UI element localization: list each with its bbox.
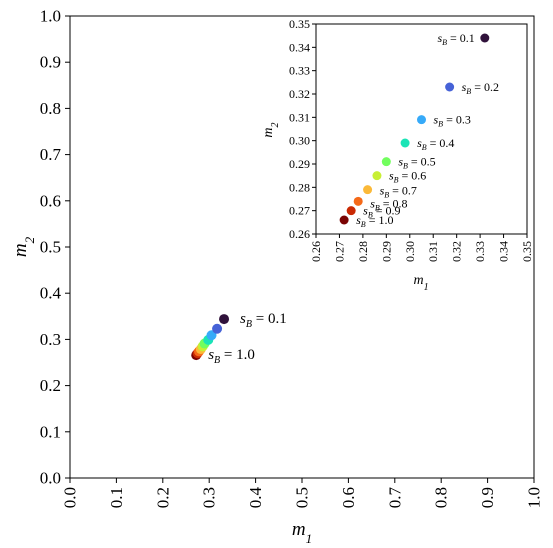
inset-x-tick-label: 0.33 — [473, 241, 487, 262]
inset-data-point — [480, 33, 490, 43]
main-x-axis-label: m1 — [292, 519, 312, 546]
inset-y-axis-label: m2 — [261, 122, 281, 137]
main-y-tick-label: 0.9 — [40, 53, 61, 72]
inset-axes: 0.26 0.27 0.28 0.29 0.30 0.31 0.32 0.33 0.34 0.35… — [261, 17, 534, 293]
inset-y-tick-label: 0.30 — [289, 134, 310, 148]
main-x-tick-label: 0.6 — [339, 487, 358, 508]
main-y-tick-label: 0.7 — [40, 145, 62, 164]
inset-annotation: sB = 0.8 — [370, 196, 407, 212]
inset-x-tick-label: 0.29 — [379, 241, 393, 262]
main-x-tick-label: 0.5 — [293, 487, 312, 508]
main-y-tick-label: 0.2 — [40, 376, 61, 395]
inset-annotation: sB = 0.4 — [417, 136, 454, 152]
main-y-tick-label: 0.1 — [40, 422, 61, 441]
inset-x-tick-label: 0.35 — [520, 241, 534, 262]
main-x-tick-label: 0.3 — [200, 487, 219, 508]
inset-y-tick-label: 0.29 — [289, 157, 310, 171]
inset-y-tick-label: 0.34 — [289, 40, 310, 54]
inset-annotation: sB = 1.0 — [356, 213, 393, 229]
inset-x-tick-label: 0.30 — [403, 241, 417, 262]
inset-x-tick-label: 0.31 — [426, 241, 440, 262]
main-y-tick-label: 0.8 — [40, 99, 61, 118]
main-y-tick-label: 0.5 — [40, 238, 61, 257]
main-data-points — [191, 314, 230, 361]
inset-annotation: sB = 0.5 — [398, 155, 435, 171]
main-data-point — [219, 314, 230, 325]
main-y-axis-label: m2 — [10, 236, 37, 257]
inset-x-ticks: 0.26 0.27 0.28 0.29 0.30 0.31 0.32 0.33 0.34 0.35 — [309, 234, 534, 262]
inset-y-ticks: 0.26 0.27 0.28 0.29 0.30 0.31 0.32 0.33 0.34 0.35 — [289, 17, 316, 241]
main-x-tick-label: 0.8 — [432, 487, 451, 508]
inset-y-tick-label: 0.33 — [289, 64, 310, 78]
main-x-tick-label: 0.0 — [61, 487, 80, 508]
inset-y-tick-label: 0.27 — [289, 204, 310, 218]
inset-data-point — [400, 138, 410, 148]
inset-annotation: sB = 0.2 — [462, 80, 499, 96]
inset-x-axis-label: m1 — [413, 273, 428, 293]
inset-x-tick-label: 0.32 — [450, 241, 464, 262]
inset-x-tick-label: 0.28 — [356, 241, 370, 262]
inset-data-point — [353, 196, 363, 206]
inset-y-tick-label: 0.32 — [289, 87, 310, 101]
inset-x-tick-label: 0.27 — [332, 241, 346, 262]
main-x-tick-label: 0.7 — [385, 487, 404, 509]
main-x-tick-label: 0.4 — [246, 487, 265, 509]
inset-plot-frame — [315, 23, 528, 235]
inset-annotation: sB = 0.9 — [363, 204, 400, 220]
main-y-ticks: 0.0 0.1 0.2 0.3 0.4 0.5 0.6 0.7 0.8 0.9 1.0 — [40, 7, 70, 488]
inset-y-tick-label: 0.35 — [289, 17, 310, 31]
main-x-tick-label: 0.9 — [478, 487, 497, 508]
main-annotations: sB = 0.1 sB = 1.0 — [208, 311, 287, 366]
main-axes: 0.0 0.1 0.2 0.3 0.4 0.5 0.6 0.7 0.8 0.9 1.0 0.0 0.1… — [10, 7, 544, 546]
inset-annotation: sB = 0.7 — [380, 184, 417, 200]
inset-data-point — [445, 82, 455, 92]
inset-data-points — [339, 33, 490, 225]
main-x-tick-label: 1.0 — [525, 487, 544, 508]
inset-y-tick-label: 0.31 — [289, 110, 310, 124]
inset-data-point — [372, 171, 382, 181]
inset-data-point — [346, 206, 356, 216]
main-y-tick-label: 0.0 — [40, 469, 61, 488]
main-y-tick-label: 1.0 — [40, 7, 61, 26]
inset-data-point — [381, 157, 391, 167]
main-data-point — [206, 330, 217, 341]
inset-annotation: sB = 0.3 — [434, 113, 471, 129]
main-x-tick-label: 0.1 — [107, 487, 126, 508]
main-y-tick-label: 0.6 — [40, 191, 61, 210]
main-x-tick-label: 0.2 — [153, 487, 172, 508]
main-annotation: sB = 0.1 — [240, 311, 287, 330]
inset-data-point — [339, 215, 349, 225]
main-annotation: sB = 1.0 — [208, 347, 255, 366]
inset-annotation: sB = 0.1 — [437, 31, 474, 47]
inset-annotations: sB = 0.1 sB = 0.2 sB = 0.3 sB = 0.4 sB = 0.5… — [356, 31, 499, 229]
inset-x-tick-label: 0.26 — [309, 241, 323, 262]
inset-data-point — [363, 185, 373, 195]
main-y-tick-label: 0.3 — [40, 330, 61, 349]
inset-y-tick-label: 0.26 — [289, 227, 310, 241]
inset-y-tick-label: 0.28 — [289, 180, 310, 194]
main-y-tick-label: 0.4 — [40, 284, 62, 303]
inset-data-point — [417, 115, 426, 125]
main-x-ticks: 0.0 0.1 0.2 0.3 0.4 0.5 0.6 0.7 0.8 0.9 1.0 — [61, 478, 544, 508]
inset-annotation: sB = 0.6 — [389, 169, 426, 185]
inset-x-tick-label: 0.34 — [497, 241, 511, 262]
main-data-point — [212, 323, 223, 334]
